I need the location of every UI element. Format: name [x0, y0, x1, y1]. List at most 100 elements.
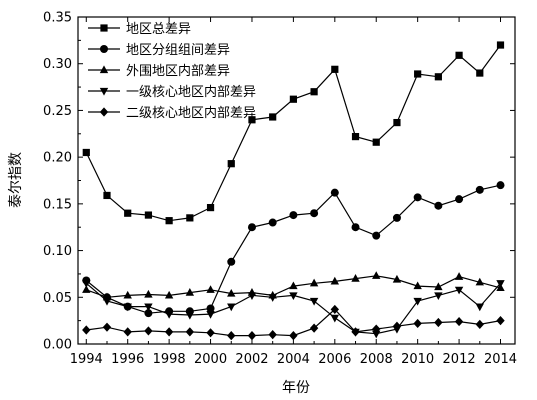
data-point — [269, 113, 277, 121]
data-point — [434, 292, 443, 301]
data-point — [247, 330, 257, 341]
data-point — [455, 195, 464, 204]
data-point — [496, 181, 505, 190]
data-point — [206, 285, 215, 293]
data-point — [164, 290, 174, 299]
data-point — [227, 257, 236, 266]
legend-item: 一级核心地区内部差异 — [88, 84, 256, 100]
data-point — [185, 327, 195, 337]
data-point — [206, 328, 215, 338]
y-tick-label: 0.10 — [43, 244, 72, 259]
data-point — [330, 276, 340, 285]
data-point — [289, 211, 298, 220]
data-point — [413, 193, 422, 202]
legend-label: 地区总差异 — [126, 22, 191, 37]
data-point — [289, 95, 297, 103]
x-tick-label: 2006 — [318, 352, 351, 367]
data-point — [330, 304, 340, 315]
data-point — [206, 203, 215, 212]
data-point — [454, 286, 464, 295]
data-point — [372, 231, 381, 240]
data-point — [103, 191, 111, 200]
y-tick-label: 0.35 — [43, 11, 72, 26]
legend-marker — [99, 107, 109, 117]
x-tick-label: 2000 — [194, 352, 227, 367]
x-axis: 1994 1996 1998 2000 2002 2004 2006 2008 2010 2012… — [70, 17, 517, 367]
data-point — [248, 116, 256, 124]
data-point — [414, 70, 422, 78]
legend-marker — [100, 24, 108, 32]
data-point — [310, 88, 318, 96]
legend-marker — [99, 87, 109, 96]
data-point — [351, 274, 360, 282]
data-point — [310, 209, 319, 218]
series-4 — [82, 280, 505, 339]
data-point — [144, 211, 153, 219]
data-point — [455, 51, 463, 59]
legend-label: 二级核心地区内部差异 — [126, 105, 256, 121]
data-point — [372, 324, 381, 334]
data-point — [289, 330, 298, 341]
data-point — [475, 277, 484, 286]
x-tick-label: 2008 — [360, 352, 393, 367]
data-point — [247, 292, 257, 301]
y-tick-label: 0.30 — [43, 57, 72, 72]
series-1 — [82, 41, 505, 225]
data-point — [268, 330, 277, 340]
data-point — [165, 217, 173, 225]
data-point — [144, 289, 153, 298]
data-point — [123, 303, 132, 312]
data-point — [164, 327, 174, 337]
data-point — [102, 297, 112, 306]
data-point — [392, 321, 402, 331]
y-tick-label: 0.00 — [43, 338, 72, 353]
data-point — [82, 148, 90, 157]
y-axis-title: 泰尔指数 — [8, 152, 24, 208]
data-point — [372, 138, 380, 146]
data-point — [496, 316, 505, 326]
data-point — [123, 327, 132, 337]
data-point — [309, 278, 319, 287]
legend-item: 地区总差异 — [88, 22, 191, 37]
data-point — [330, 188, 339, 197]
data-point — [496, 280, 505, 288]
data-point — [123, 290, 132, 299]
data-point — [434, 201, 443, 210]
data-point — [496, 41, 505, 49]
data-point — [102, 322, 112, 332]
data-point — [206, 304, 215, 313]
x-axis-title: 年份 — [282, 380, 310, 396]
data-point — [309, 323, 319, 333]
data-point — [124, 209, 132, 217]
legend: 地区总差异地区分组组间差异外围地区内部差异一级核心地区内部差异二级核心地区内部差… — [88, 22, 256, 121]
data-point — [82, 325, 91, 335]
data-point — [82, 280, 91, 288]
data-point — [144, 326, 153, 336]
data-point — [372, 330, 381, 339]
x-tick-label: 2012 — [443, 352, 476, 367]
data-point — [476, 69, 484, 77]
data-point — [475, 303, 484, 312]
data-point — [206, 311, 215, 319]
data-point — [227, 160, 235, 168]
data-point — [164, 311, 174, 319]
data-point — [144, 303, 153, 312]
data-point — [289, 281, 298, 290]
data-point — [186, 214, 194, 222]
data-point — [393, 118, 401, 127]
y-tick-label: 0.25 — [43, 104, 72, 119]
x-tick-label: 1996 — [111, 352, 144, 367]
y-axis: 0.00 0.05 0.10 0.15 0.20 0.25 0.30 0.35 — [43, 11, 515, 353]
data-point — [227, 330, 236, 341]
data-point — [227, 288, 236, 297]
x-tick-label: 2010 — [401, 352, 434, 367]
legend-item: 二级核心地区内部差异 — [88, 105, 256, 121]
legend-label: 一级核心地区内部差异 — [126, 84, 256, 100]
data-point — [434, 317, 443, 328]
data-point — [247, 223, 256, 232]
data-point — [351, 327, 360, 337]
legend-item: 外围地区内部差异 — [88, 63, 230, 79]
data-point — [185, 311, 195, 320]
